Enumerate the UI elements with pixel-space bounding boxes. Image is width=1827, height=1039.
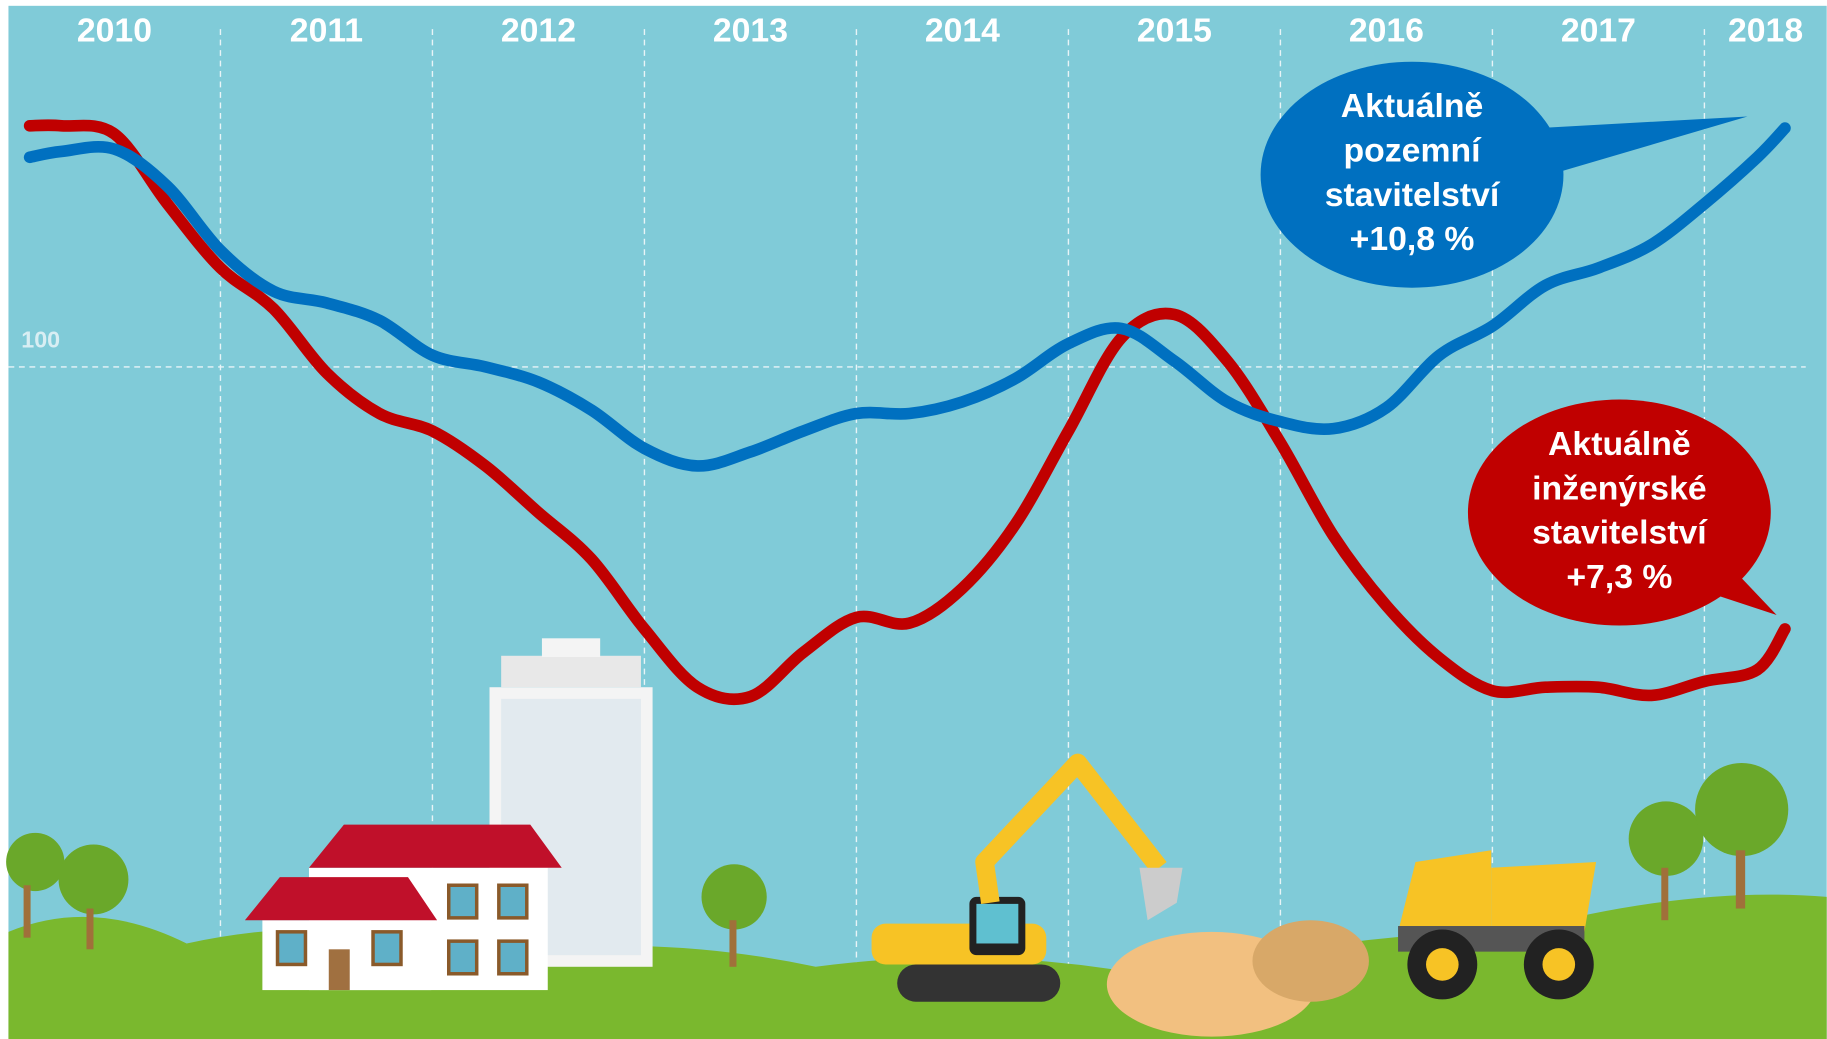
x-tick-label: 2016 xyxy=(1349,12,1424,50)
callout-text: stavitelství xyxy=(1532,514,1708,552)
callout-text: stavitelství xyxy=(1325,176,1501,214)
x-tick-label: 2011 xyxy=(290,12,363,50)
callout-text: inženýrské xyxy=(1532,469,1707,507)
x-tick-label: 2018 xyxy=(1728,12,1803,50)
callout-text: +10,8 % xyxy=(1350,220,1475,258)
callout-text: +7,3 % xyxy=(1566,558,1672,596)
x-tick-label: 2010 xyxy=(77,12,152,50)
x-tick-label: 2013 xyxy=(713,12,788,50)
x-tick-label: 2012 xyxy=(501,12,576,50)
y-tick-label: 100 xyxy=(21,326,60,352)
x-tick-label: 2015 xyxy=(1137,12,1212,50)
callout-text: Aktuálně xyxy=(1548,425,1691,463)
chart: Aktuálně pozemní stavitelství +10,8 % Aktuál… xyxy=(0,0,1827,1039)
callout-text: pozemní xyxy=(1344,132,1483,170)
x-tick-label: 2017 xyxy=(1561,12,1636,50)
callout-text: Aktuálně xyxy=(1341,87,1484,125)
x-tick-label: 2014 xyxy=(925,12,1000,50)
